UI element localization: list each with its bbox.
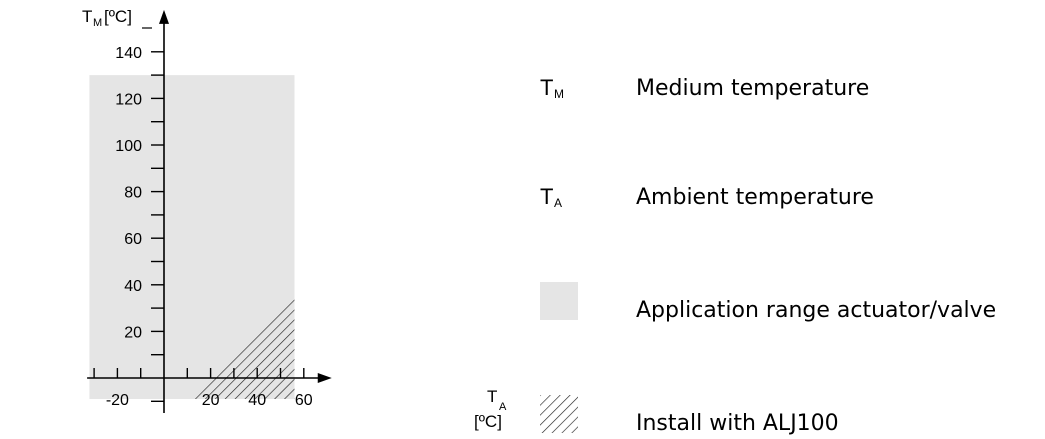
y-tick-label: 100 xyxy=(115,138,142,155)
legend-symbol-tm-main: T xyxy=(540,75,554,100)
legend-label-install-alj100: Install with ALJ100 xyxy=(636,411,839,436)
legend-item-ambient-temperature: T A Ambient temperature xyxy=(530,177,1045,217)
legend-swatch-install-alj100 xyxy=(540,395,578,433)
y-tick-label: 40 xyxy=(124,278,142,295)
legend-symbol-ta: T A xyxy=(540,177,600,217)
legend-symbol-tm: T M xyxy=(540,68,600,108)
legend-label-application-range: Application range actuator/valve xyxy=(636,298,997,323)
x-tick-label: 20 xyxy=(202,392,220,409)
legend-item-application-range: Application range actuator/valve xyxy=(530,282,1045,323)
y-tick-label: 120 xyxy=(115,91,142,108)
x-axis-label-sub: A xyxy=(499,401,507,413)
legend-symbol-ta-sub: A xyxy=(554,196,563,210)
legend: T M Medium temperature T A Ambient tempe… xyxy=(530,0,1045,439)
legend-item-install-alj100: Install with ALJ100 xyxy=(530,395,1045,436)
legend-symbol-tm-sub: M xyxy=(554,87,564,101)
ticks-layer: -20 20 40 60 20 40 60 80 100 120 140 xyxy=(93,27,313,409)
legend-label-medium-temperature: Medium temperature xyxy=(636,76,870,101)
y-tick-label: 80 xyxy=(124,185,142,202)
x-axis-arrow xyxy=(317,373,332,383)
y-tick-label: 140 xyxy=(115,45,142,62)
legend-swatch-application-range xyxy=(540,282,578,320)
x-tick-label: 40 xyxy=(248,392,266,409)
regions-layer xyxy=(89,75,295,399)
y-axis-label-sub: M xyxy=(93,17,102,29)
y-axis-unit: [ºC] xyxy=(104,7,132,26)
legend-symbol-ta-main: T xyxy=(540,184,554,209)
y-tick-label: 60 xyxy=(124,231,142,248)
y-tick-label: 20 xyxy=(124,324,142,341)
x-axis-unit: [ºC] xyxy=(474,412,502,431)
install-alj100-region xyxy=(187,294,295,399)
application-range-region xyxy=(89,75,295,399)
legend-label-ambient-temperature: Ambient temperature xyxy=(636,185,874,210)
x-tick-label: -20 xyxy=(106,392,129,409)
legend-item-medium-temperature: T M Medium temperature xyxy=(530,68,1045,108)
y-axis-arrow xyxy=(159,9,169,24)
x-tick-label: 60 xyxy=(295,392,313,409)
x-axis-label-main: T xyxy=(487,387,497,406)
y-axis-label-main: T xyxy=(82,7,92,26)
